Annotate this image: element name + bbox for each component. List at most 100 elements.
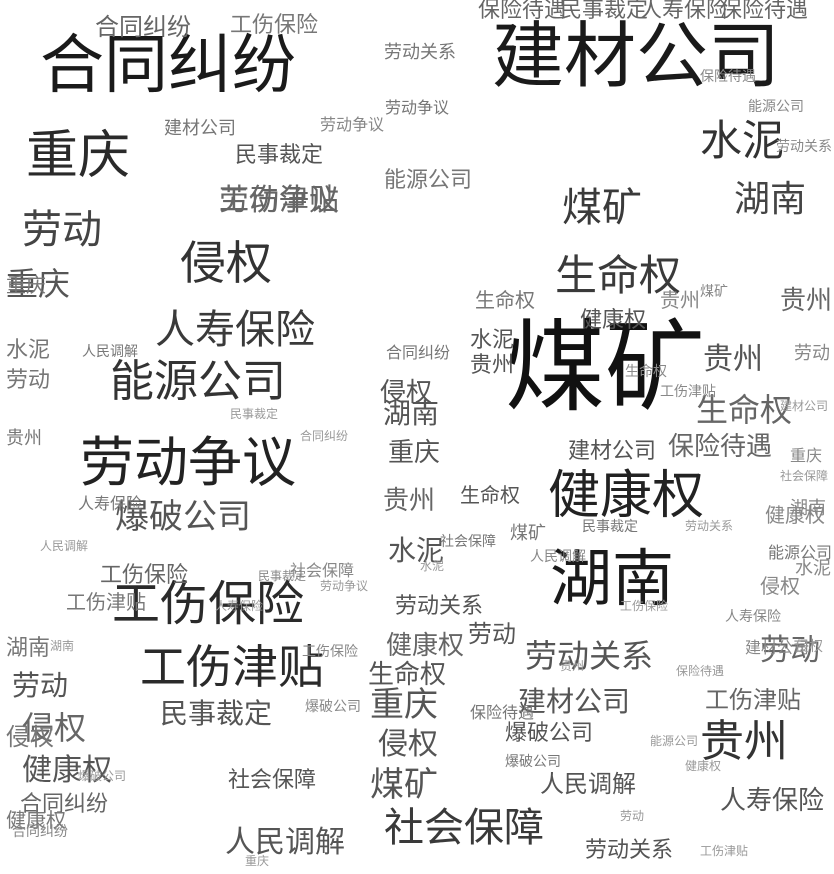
cloud-word: 贵州 bbox=[470, 353, 515, 378]
cloud-word: 人寿保险 bbox=[78, 494, 143, 513]
cloud-word: 民事裁定 bbox=[160, 697, 273, 730]
cloud-word: 劳动争议 bbox=[320, 579, 369, 593]
cloud-word: 水泥 bbox=[470, 328, 515, 353]
cloud-word: 人民调解 bbox=[540, 770, 636, 798]
cloud-word: 人寿保险 bbox=[720, 786, 825, 816]
cloud-word: 工伤保险 bbox=[100, 563, 189, 588]
cloud-word: 爆破公司 bbox=[78, 769, 127, 783]
cloud-word: 社会保障 bbox=[290, 561, 355, 580]
cloud-word: 合同纠纷 bbox=[40, 29, 296, 103]
cloud-word: 人寿保险 bbox=[215, 599, 264, 613]
cloud-word: 生命权 bbox=[475, 288, 535, 312]
cloud-word: 重庆 bbox=[790, 446, 823, 465]
cloud-word: 工伤津贴 bbox=[66, 590, 146, 614]
cloud-word: 健康权 bbox=[580, 308, 647, 333]
cloud-word: 人寿保险 bbox=[640, 0, 729, 23]
cloud-word: 社会保障 bbox=[228, 768, 317, 793]
cloud-word: 能源公司 bbox=[384, 168, 473, 193]
cloud-word: 能源公司 bbox=[650, 734, 699, 748]
cloud-word: 劳动 bbox=[22, 207, 102, 253]
cloud-word: 劳动关系 bbox=[776, 139, 832, 155]
cloud-word: 水泥 bbox=[700, 116, 785, 165]
cloud-word: 侵权 bbox=[180, 236, 272, 290]
cloud-word: 侵权 bbox=[6, 723, 54, 751]
cloud-word: 劳动争议 bbox=[219, 183, 339, 218]
cloud-word: 劳动 bbox=[468, 620, 516, 648]
cloud-word: 贵州 bbox=[6, 428, 42, 449]
cloud-word: 爆破公司 bbox=[305, 699, 361, 715]
cloud-word: 重庆 bbox=[370, 685, 438, 725]
cloud-word: 煤矿 bbox=[562, 185, 642, 231]
cloud-word: 生命权 bbox=[368, 660, 447, 690]
cloud-word: 工伤津贴 bbox=[700, 844, 749, 858]
cloud-word: 侵权 bbox=[760, 574, 800, 598]
cloud-word: 合同纠纷 bbox=[386, 343, 451, 362]
cloud-word: 重庆 bbox=[26, 126, 131, 186]
cloud-word: 工伤保险 bbox=[112, 576, 305, 632]
cloud-word: 劳动关系 bbox=[685, 519, 734, 533]
cloud-word: 建材公司 bbox=[164, 118, 236, 139]
cloud-word: 煤矿 bbox=[700, 284, 728, 300]
cloud-word: 人寿保险 bbox=[725, 609, 781, 625]
cloud-word: 劳动争议 bbox=[385, 98, 450, 117]
cloud-word: 贵州 bbox=[560, 659, 585, 673]
cloud-word: 煤矿 bbox=[370, 765, 438, 805]
cloud-word: 能源公司 bbox=[110, 356, 286, 407]
cloud-word: 人寿保险 bbox=[155, 307, 315, 353]
cloud-word: 湖南 bbox=[50, 639, 75, 653]
cloud-word: 生命权 bbox=[460, 483, 520, 507]
cloud-word: 煤矿 bbox=[505, 309, 705, 426]
cloud-word: 社会保障 bbox=[384, 805, 544, 851]
cloud-word: 民事裁定 bbox=[560, 0, 649, 23]
cloud-word: 生命权 bbox=[625, 364, 667, 380]
cloud-word: 能源公司 bbox=[767, 543, 832, 562]
cloud-word: 水泥 bbox=[6, 338, 51, 363]
cloud-word: 工伤津贴 bbox=[705, 686, 801, 714]
cloud-word: 湖南 bbox=[383, 397, 440, 430]
cloud-word: 建材公司 bbox=[568, 439, 657, 464]
cloud-word: 劳动 bbox=[12, 669, 69, 702]
cloud-word: 保险待遇 bbox=[668, 432, 773, 462]
cloud-word: 建材公司 bbox=[780, 399, 829, 413]
cloud-word: 健康权 bbox=[685, 759, 722, 773]
cloud-word: 生命权 bbox=[696, 391, 793, 429]
cloud-word: 爆破公司 bbox=[115, 497, 251, 537]
cloud-word: 贵州 bbox=[660, 288, 700, 312]
cloud-word: 贵州 bbox=[780, 286, 833, 316]
cloud-word: 社会保障 bbox=[780, 469, 829, 483]
cloud-word: 重庆 bbox=[245, 854, 270, 868]
cloud-word: 侵权 bbox=[378, 727, 438, 762]
cloud-word: 健康权 bbox=[6, 808, 66, 832]
cloud-word: 保险待遇 bbox=[700, 69, 756, 85]
cloud-word: 劳动争议 bbox=[320, 115, 385, 134]
cloud-word: 合同纠纷 bbox=[300, 429, 349, 443]
cloud-word: 工伤保险 bbox=[230, 13, 319, 38]
cloud-word: 工伤保险 bbox=[302, 644, 358, 660]
cloud-word: 煤矿 bbox=[510, 523, 546, 544]
cloud-word: 保险待遇 bbox=[478, 0, 567, 23]
cloud-word: 湖南 bbox=[6, 636, 51, 661]
cloud-word: 民事裁定 bbox=[230, 407, 279, 421]
cloud-word: 健康权 bbox=[22, 753, 112, 788]
cloud-word: 保险待遇 bbox=[470, 703, 535, 722]
cloud-word: 劳动 bbox=[620, 809, 645, 823]
cloud-word: 劳动关系 bbox=[384, 42, 456, 63]
cloud-word: 重庆 bbox=[6, 265, 71, 303]
cloud-word: 工伤津贴 bbox=[660, 384, 716, 400]
cloud-word: 劳动关系 bbox=[585, 838, 674, 863]
cloud-word: 爆破公司 bbox=[505, 721, 594, 746]
cloud-word: 劳动关系 bbox=[395, 594, 484, 619]
cloud-word: 保险待遇 bbox=[720, 0, 809, 23]
cloud-word: 合同纠纷 bbox=[12, 824, 68, 840]
cloud-word: 爆破公司 bbox=[505, 754, 561, 770]
cloud-word: 贵州 bbox=[700, 716, 788, 767]
cloud-word: 贵州 bbox=[703, 342, 763, 377]
cloud-word: 人民调解 bbox=[225, 825, 345, 860]
cloud-word: 人民调解 bbox=[82, 344, 138, 360]
cloud-word: 重庆 bbox=[6, 273, 46, 297]
cloud-word: 工伤津贴 bbox=[140, 640, 324, 694]
cloud-word: 社会保障 bbox=[440, 534, 496, 550]
cloud-word: 合同纠纷 bbox=[20, 792, 109, 817]
cloud-word: 侵权 bbox=[22, 709, 87, 747]
